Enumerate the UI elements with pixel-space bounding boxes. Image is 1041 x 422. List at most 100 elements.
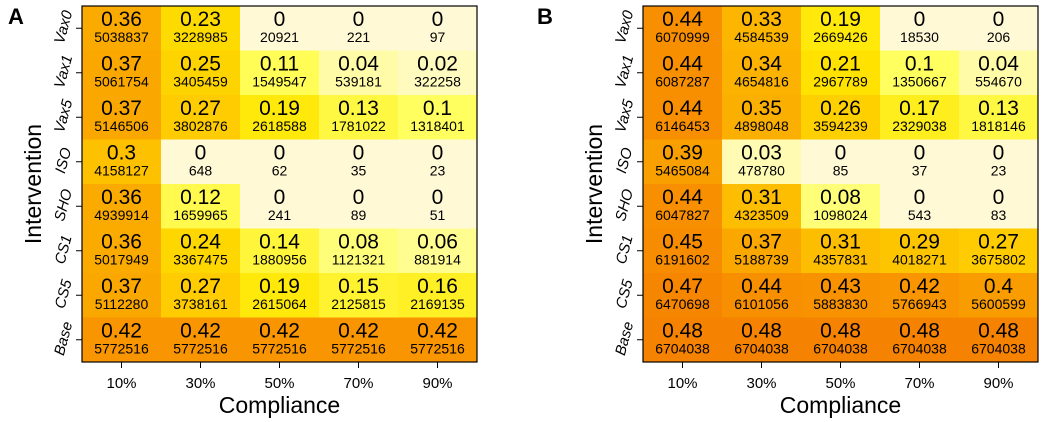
cell-count-label: 6704038: [813, 341, 868, 357]
cell-count-label: 1350667: [892, 74, 947, 90]
cell-value-label: 0.42: [338, 320, 379, 343]
cell-count-label: 5772516: [410, 341, 465, 357]
cell-count-label: 3802876: [173, 118, 228, 134]
cell-value-label: 0.47: [662, 275, 703, 298]
heatmap-cell: [801, 139, 880, 184]
cell-value-label: 0.19: [259, 275, 300, 298]
heatmap-cell: [959, 317, 1038, 362]
heatmap-cell: [161, 139, 240, 184]
heatmap-cell: [240, 184, 319, 229]
heatmap-cell: [959, 50, 1038, 95]
cell-value-label: 0.08: [820, 186, 861, 209]
heatmap-cell: [240, 317, 319, 362]
cell-value-label: 0.31: [741, 186, 782, 209]
heatmap-cell: [398, 139, 477, 184]
cell-value-label: 0.48: [899, 320, 940, 343]
heatmap-cell: [959, 139, 1038, 184]
cell-count-label: 6704038: [971, 341, 1026, 357]
cell-value-label: 0.34: [741, 53, 782, 76]
cell-value-label: 0: [353, 8, 365, 31]
cell-count-label: 2967789: [813, 74, 868, 90]
cell-value-label: 0.04: [338, 53, 379, 76]
cell-count-label: 241: [268, 207, 292, 223]
cell-count-label: 2329038: [892, 118, 947, 134]
cell-value-label: 0.44: [662, 186, 703, 209]
heatmap-cell: [722, 317, 801, 362]
heatmap-cell: [722, 228, 801, 273]
y-tick-label: CS5: [613, 277, 637, 310]
cell-count-label: 5766943: [892, 296, 947, 312]
heatmap-cell: [319, 139, 398, 184]
cell-value-label: 0.42: [180, 320, 221, 343]
cell-value-label: 0: [353, 142, 365, 165]
cell-value-label: 0.13: [978, 97, 1019, 120]
heatmap-cell: [398, 228, 477, 273]
cell-value-label: 0.42: [417, 320, 458, 343]
cell-value-label: 0.02: [417, 53, 458, 76]
heatmap-cell: [801, 95, 880, 140]
heatmap-cell: [319, 50, 398, 95]
cell-count-label: 51: [430, 207, 446, 223]
heatmap-cell: [82, 184, 161, 229]
heatmap-cell: [82, 50, 161, 95]
y-axis-title: Intervention: [581, 124, 607, 244]
panel-letter: A: [8, 4, 24, 29]
cell-count-label: 1098024: [813, 207, 868, 223]
heatmap-cell: [240, 95, 319, 140]
heatmap-cell: [240, 273, 319, 318]
cell-count-label: 37: [912, 163, 928, 179]
cell-count-label: 4939914: [94, 207, 149, 223]
cell-value-label: 0: [274, 142, 286, 165]
heatmap-cell: [801, 317, 880, 362]
heatmap-cell: [880, 6, 959, 51]
cell-value-label: 0.21: [820, 53, 861, 76]
cell-value-label: 0.03: [741, 142, 782, 165]
y-tick-label: ISO: [52, 146, 75, 176]
cell-value-label: 0: [914, 186, 926, 209]
cell-value-label: 0.14: [259, 231, 300, 254]
cell-count-label: 23: [430, 163, 446, 179]
heatmap-cell: [240, 139, 319, 184]
y-tick-label: Vax0: [51, 8, 76, 46]
y-tick-label: Vax1: [612, 53, 637, 90]
y-tick-label: SHO: [612, 187, 637, 223]
heatmap-cell: [82, 95, 161, 140]
heatmap-cell: [161, 228, 240, 273]
cell-count-label: 5600599: [971, 296, 1026, 312]
cell-value-label: 0.23: [180, 8, 221, 31]
heatmap-cell: [801, 228, 880, 273]
cell-count-label: 5465084: [655, 163, 710, 179]
heatmap-cell: [722, 50, 801, 95]
cell-value-label: 0: [353, 186, 365, 209]
cell-count-label: 2669426: [813, 29, 868, 45]
cell-count-label: 6047827: [655, 207, 710, 223]
heatmap-cell: [643, 6, 722, 51]
heatmap-cell: [643, 273, 722, 318]
heatmap-cell: [240, 228, 319, 273]
cell-value-label: 0.24: [180, 231, 221, 254]
cell-count-label: 206: [987, 29, 1011, 45]
cell-count-label: 881914: [414, 252, 461, 268]
cell-value-label: 0.12: [180, 186, 221, 209]
heatmap-cell: [398, 6, 477, 51]
heatmap-cell: [959, 184, 1038, 229]
panel-letter: B: [537, 4, 553, 29]
heatmap-cell: [398, 184, 477, 229]
cell-count-label: 3228985: [173, 29, 228, 45]
cell-count-label: 6191602: [655, 252, 710, 268]
heatmap-cell: [161, 273, 240, 318]
cell-value-label: 0.36: [101, 231, 142, 254]
cell-value-label: 0.35: [741, 97, 782, 120]
cell-count-label: 6704038: [892, 341, 947, 357]
heatmap-cell: [643, 184, 722, 229]
cell-count-label: 2125815: [331, 296, 386, 312]
heatmap-cell: [880, 228, 959, 273]
cell-value-label: 0.36: [101, 8, 142, 31]
heatmap-cell: [161, 50, 240, 95]
cell-count-label: 1880956: [252, 252, 307, 268]
cell-value-label: 0.06: [417, 231, 458, 254]
heatmap-cell: [82, 228, 161, 273]
cell-value-label: 0: [432, 8, 444, 31]
cell-count-label: 5017949: [94, 252, 149, 268]
cell-value-label: 0: [432, 142, 444, 165]
